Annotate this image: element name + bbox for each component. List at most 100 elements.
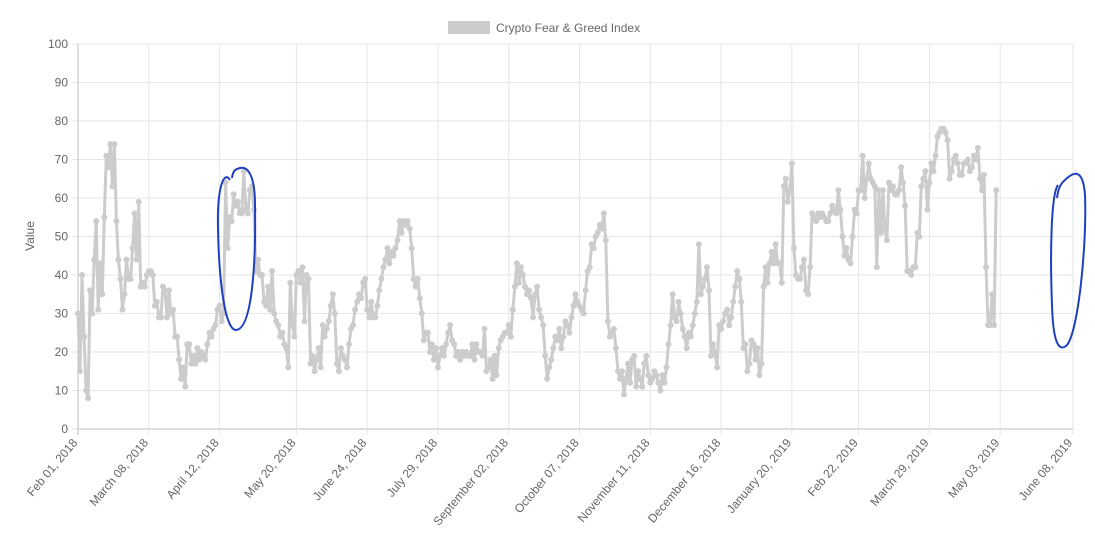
data-point (643, 352, 650, 359)
data-point (991, 322, 998, 329)
data-point (839, 233, 846, 240)
data-point (521, 283, 528, 290)
data-point (659, 372, 666, 379)
data-point (420, 337, 427, 344)
data-point (968, 164, 975, 171)
data-point (178, 375, 185, 382)
data-point (346, 341, 352, 348)
data-point (661, 379, 668, 386)
data-point (428, 341, 435, 348)
y-tick-label: 20 (55, 345, 69, 359)
data-point (263, 302, 270, 309)
data-point (977, 175, 983, 182)
data-point (752, 356, 759, 363)
y-tick-label: 10 (55, 384, 69, 398)
data-point (726, 322, 733, 329)
data-point (528, 295, 534, 302)
legend-swatch (448, 21, 490, 34)
data-point (687, 333, 694, 340)
data-point (663, 364, 670, 371)
data-point (946, 175, 953, 182)
data-point (222, 179, 229, 186)
data-point (738, 298, 745, 305)
data-point (764, 279, 771, 286)
data-point (196, 356, 203, 363)
data-point (467, 352, 474, 359)
data-point (283, 345, 290, 352)
data-point (979, 187, 985, 194)
data-point (79, 272, 85, 278)
data-point (87, 287, 94, 294)
data-point (730, 298, 737, 305)
legend-label: Crypto Fear & Greed Index (496, 21, 640, 35)
data-point (681, 333, 688, 340)
data-point (77, 368, 83, 375)
data-point (736, 275, 743, 282)
data-point (208, 333, 215, 340)
data-point (619, 368, 625, 375)
data-point (558, 345, 565, 352)
data-point (327, 302, 334, 309)
data-point (299, 264, 306, 271)
data-point (479, 352, 486, 359)
data-point (443, 341, 450, 348)
data-point (307, 360, 314, 367)
data-point (693, 298, 700, 305)
data-point (924, 206, 931, 213)
data-point (689, 322, 696, 329)
y-tick-label: 70 (55, 153, 69, 167)
data-point (192, 360, 199, 367)
data-point (224, 245, 231, 252)
data-point (590, 245, 597, 252)
data-point (989, 291, 996, 298)
data-point (75, 310, 81, 317)
data-point (234, 198, 241, 205)
data-point (166, 287, 172, 294)
y-tick-label: 40 (55, 268, 69, 282)
data-point (127, 275, 134, 282)
data-point (382, 256, 389, 263)
data-point (149, 272, 156, 278)
data-point (604, 318, 611, 325)
x-tick-label: March 08, 2018 (87, 436, 152, 509)
data-point (153, 298, 160, 305)
data-point (871, 183, 878, 190)
x-tick-label: Feb 01, 2018 (24, 436, 80, 499)
data-point (886, 179, 892, 186)
data-point (902, 202, 909, 209)
data-point (435, 364, 441, 371)
data-point (204, 341, 211, 348)
x-tick-label: November 11, 2018 (575, 436, 653, 525)
x-tick-label: March 29, 2019 (867, 436, 932, 509)
data-point (635, 368, 642, 375)
data-point (323, 325, 330, 332)
data-point (847, 260, 854, 267)
y-tick-label: 50 (55, 230, 69, 244)
data-point (265, 283, 272, 290)
data-point (797, 275, 803, 282)
data-point (896, 187, 903, 194)
data-point (683, 345, 690, 352)
data-point (776, 260, 783, 267)
data-point (287, 279, 294, 286)
legend[interactable]: Crypto Fear & Greed Index (448, 21, 640, 35)
data-point (964, 156, 971, 163)
data-point (720, 318, 727, 325)
data-point (691, 310, 698, 317)
data-point (513, 260, 520, 267)
data-point (271, 310, 278, 317)
data-point (825, 218, 832, 225)
data-point (439, 345, 445, 352)
data-point (376, 287, 383, 294)
data-point (556, 325, 563, 332)
y-tick-label: 80 (55, 114, 69, 128)
grid (72, 43, 1074, 435)
data-point (877, 229, 884, 236)
data-point (115, 256, 122, 263)
data-point (746, 360, 753, 367)
data-point (653, 372, 660, 379)
data-point (699, 283, 706, 290)
data-point (325, 318, 332, 325)
data-point (782, 175, 789, 182)
